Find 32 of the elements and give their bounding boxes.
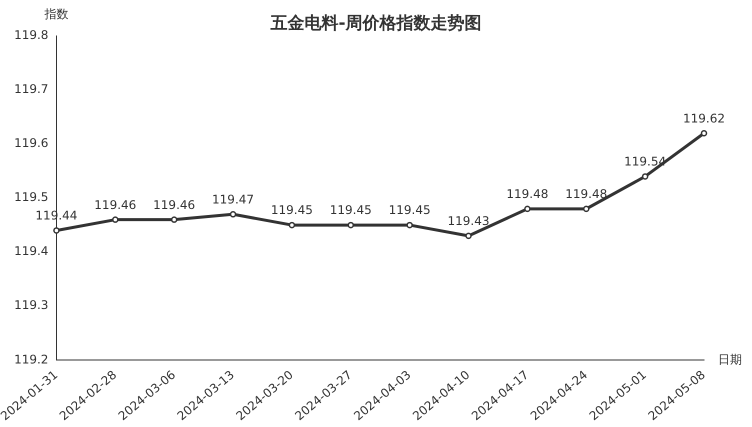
point bbox=[583, 206, 590, 212]
point bbox=[170, 216, 178, 223]
data-label: 119.45 bbox=[270, 203, 313, 218]
y-tick-label: 119.5 bbox=[14, 190, 48, 204]
point bbox=[112, 216, 119, 223]
point bbox=[700, 130, 708, 136]
data-label: 119.48 bbox=[506, 187, 548, 201]
point bbox=[348, 222, 354, 228]
data-label: 119.62 bbox=[683, 111, 725, 126]
data-label: 119.45 bbox=[388, 203, 431, 218]
y-tick-label: 119.8 bbox=[14, 28, 48, 42]
data-label: 119.43 bbox=[448, 214, 490, 228]
data-label: 119.46 bbox=[153, 198, 196, 212]
data-label: 119.45 bbox=[330, 203, 372, 218]
point bbox=[465, 232, 472, 240]
point bbox=[288, 222, 296, 228]
y-tick-label: 119.4 bbox=[14, 244, 48, 258]
y-tick-label: 119.2 bbox=[14, 352, 48, 366]
data-label: 119.47 bbox=[212, 192, 254, 206]
data-label: 119.46 bbox=[94, 198, 136, 212]
point bbox=[230, 211, 236, 218]
point bbox=[642, 173, 648, 180]
y-tick-label: 119.3 bbox=[14, 298, 48, 312]
point bbox=[524, 206, 531, 212]
point bbox=[53, 227, 60, 234]
y-axis-title: 指数 bbox=[43, 7, 68, 22]
y-tick-label: 119.7 bbox=[14, 82, 48, 96]
y-tick-label: 119.6 bbox=[14, 136, 48, 150]
x-axis-title: 日期 bbox=[718, 352, 742, 366]
point bbox=[406, 222, 413, 228]
data-label: 119.48 bbox=[565, 187, 608, 201]
chart-title: 五金电料-周价格指数走势图 bbox=[269, 13, 482, 34]
